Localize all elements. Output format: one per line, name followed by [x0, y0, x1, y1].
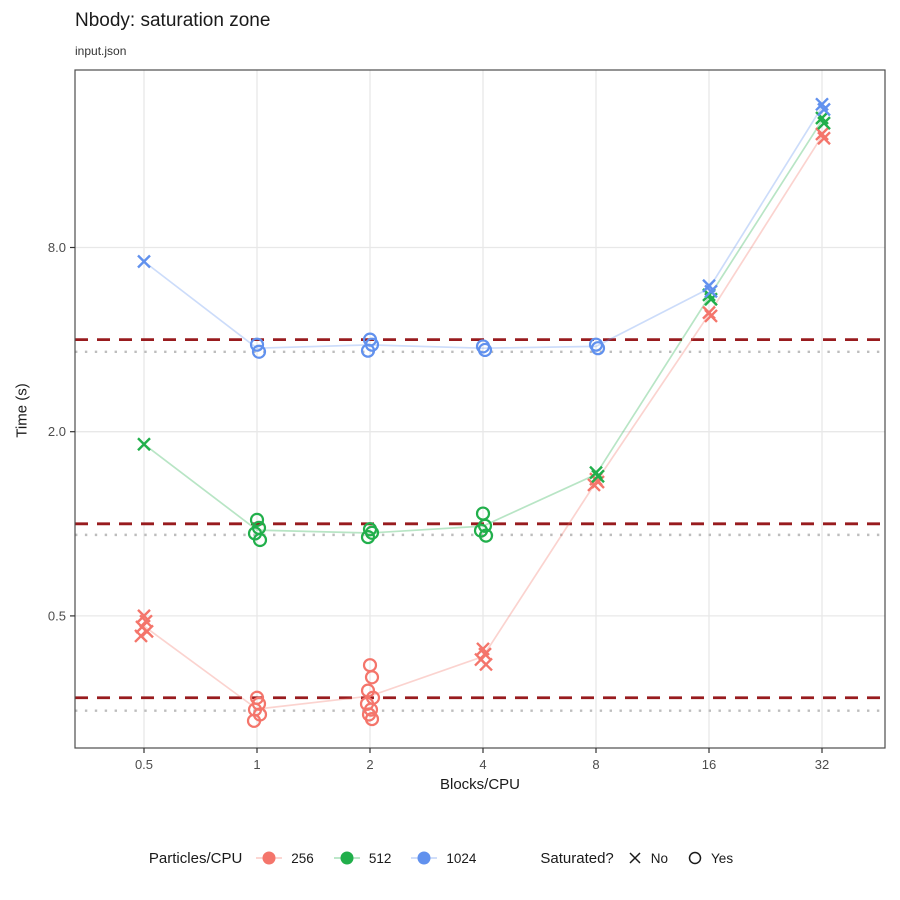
chart-title: Nbody: saturation zone — [75, 10, 271, 31]
legend-key-1024: 1024 — [409, 850, 476, 866]
point-circle-1024 — [477, 342, 493, 358]
y-axis-title: Time (s) — [13, 383, 31, 438]
legend: Particles/CPU 256 512 1024 Saturated? No Ye… — [0, 838, 900, 878]
legend-key-dot — [417, 851, 431, 865]
x-tick-label: 16 — [702, 757, 716, 772]
chart-subtitle: input.json — [75, 44, 127, 58]
point-x-512 — [591, 469, 605, 484]
x-tick-label: 0.5 — [135, 757, 153, 772]
legend-key-saturated-yes: Yes — [686, 849, 733, 867]
y-tick-label: 2.0 — [48, 424, 66, 439]
legend-key-saturated-no: No — [626, 849, 668, 867]
legend-dot-icon — [256, 851, 283, 865]
y-tick-label: 0.5 — [48, 608, 66, 623]
legend-label-512: 512 — [368, 850, 392, 866]
legend-shape-keys: No Yes — [626, 849, 751, 867]
legend-dot-icon — [411, 851, 438, 865]
point-circle-1024 — [249, 337, 265, 352]
point-circle-512 — [252, 532, 268, 548]
x-mark-icon — [629, 852, 641, 864]
point-x-256 — [134, 629, 148, 643]
point-x-256 — [817, 131, 831, 146]
point-x-256 — [704, 309, 718, 323]
legend-label-256: 256 — [291, 850, 314, 866]
point-circle-512 — [360, 529, 376, 545]
point-circle-1024 — [360, 343, 376, 358]
circle-glyph — [688, 851, 702, 865]
panel-border — [74, 69, 886, 749]
point-x-1024 — [817, 102, 831, 117]
legend-color-keys: 256 512 1024 — [254, 850, 494, 866]
y-tick-label: 8.0 — [48, 240, 66, 255]
point-x-256 — [479, 657, 493, 672]
legend-dot-icon — [333, 851, 360, 865]
point-circle-1024 — [590, 341, 606, 356]
x-glyph — [629, 852, 641, 864]
open-circle-icon — [688, 851, 702, 865]
point-circle-512 — [478, 528, 494, 543]
point-circle-256 — [246, 713, 262, 728]
point-circle-256 — [364, 711, 380, 727]
point-circle-512 — [364, 525, 380, 540]
legend-key-256: 256 — [254, 850, 314, 866]
point-x-512 — [817, 116, 831, 130]
point-circle-1024 — [251, 344, 267, 359]
legend-key-512: 512 — [332, 850, 392, 866]
legend-key-dot — [340, 851, 354, 865]
x-tick-label: 4 — [479, 757, 486, 772]
legend-shape-title: Saturated? — [540, 849, 614, 867]
x-tick-label: 8 — [592, 757, 599, 772]
point-x-512 — [137, 437, 151, 452]
point-x-1024 — [137, 254, 151, 269]
point-x-1024 — [704, 284, 718, 299]
legend-label-no: No — [650, 850, 669, 866]
x-tick-label: 1 — [253, 757, 260, 772]
x-axis-title: Blocks/CPU — [439, 776, 521, 793]
point-x-256 — [587, 478, 601, 492]
point-circle-512 — [249, 512, 265, 527]
legend-key-dot — [262, 851, 276, 865]
point-circle-256 — [364, 670, 380, 685]
legend-label-yes: Yes — [711, 850, 734, 866]
plot-panel: 0.5 1 2 4 8 16 32 0.5 2.0 8.0 — [48, 69, 886, 772]
x-tick-label: 32 — [815, 757, 829, 772]
x-tick-label: 2 — [366, 757, 373, 772]
legend-label-1024: 1024 — [446, 850, 477, 866]
legend-color-title: Particles/CPU — [148, 849, 243, 867]
